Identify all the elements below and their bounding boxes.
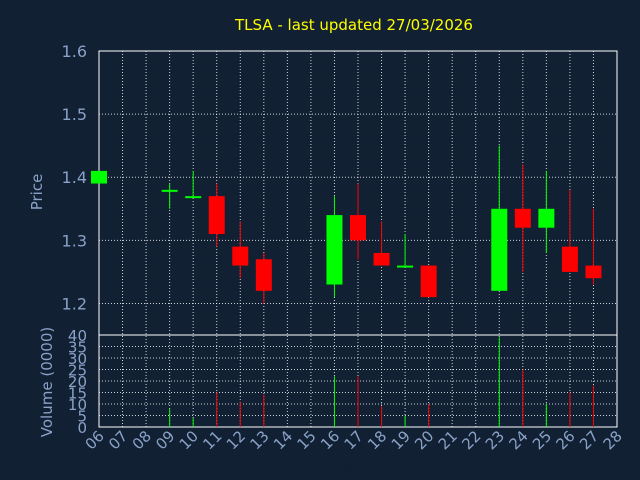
candle: [397, 234, 414, 268]
candle: [420, 265, 437, 298]
candle-body: [91, 170, 107, 184]
price-axis: 1.2 1.3 1.4 1.5 1.6: [62, 42, 87, 313]
volume-series: [169, 337, 594, 427]
price-tick-label: 1.2: [62, 294, 87, 313]
candle-body: [232, 246, 249, 266]
candle: [561, 189, 578, 272]
candle-body: [514, 208, 531, 228]
price-axis-label: Price: [28, 174, 46, 211]
candle: [538, 170, 555, 253]
volume-tick-label: 20: [68, 373, 87, 391]
candle-body: [350, 215, 366, 241]
candle-body: [208, 196, 225, 235]
candle-body: [491, 208, 508, 291]
candlestick-series: [91, 145, 602, 304]
volume-tick-label: 15: [68, 385, 87, 403]
price-tick-label: 1.5: [62, 105, 87, 124]
candle: [373, 221, 390, 266]
candle: [326, 196, 343, 298]
candle: [255, 252, 272, 304]
candle: [208, 183, 225, 247]
candle-body: [538, 208, 555, 228]
volume-tick-label: 35: [68, 339, 87, 357]
candle: [491, 145, 508, 291]
candle-body: [161, 189, 178, 192]
candle: [514, 164, 531, 272]
candle-body: [326, 215, 343, 285]
volume-tick-label: 40: [68, 327, 87, 345]
chart-title: TLSA - last updated 27/03/2026: [234, 16, 473, 34]
candle-body: [397, 265, 414, 268]
candle: [91, 170, 107, 184]
candle: [185, 170, 202, 199]
volume-tick-label: 0: [77, 419, 87, 437]
candle-body: [561, 246, 578, 272]
price-tick-label: 1.6: [62, 42, 87, 61]
candle-body: [185, 196, 202, 199]
candle: [232, 221, 249, 279]
candle: [350, 183, 366, 260]
candle: [585, 208, 602, 285]
volume-tick-label: 10: [68, 396, 87, 414]
candle: [161, 183, 178, 209]
candle-body: [420, 265, 437, 298]
candle-body: [255, 259, 272, 291]
candle-body: [373, 252, 390, 266]
volume-axis-label: Volume (0000): [38, 327, 56, 437]
x-axis: 0607080910111213141516171819202122232425…: [82, 427, 626, 453]
volume-tick-label: 30: [68, 350, 87, 368]
candle-body: [585, 265, 602, 279]
volume-tick-label: 5: [77, 408, 87, 426]
x-axis-label: Day: [334, 460, 362, 476]
price-tick-label: 1.4: [62, 168, 87, 187]
volume-tick-label: 25: [68, 362, 87, 380]
price-tick-label: 1.3: [62, 231, 87, 250]
